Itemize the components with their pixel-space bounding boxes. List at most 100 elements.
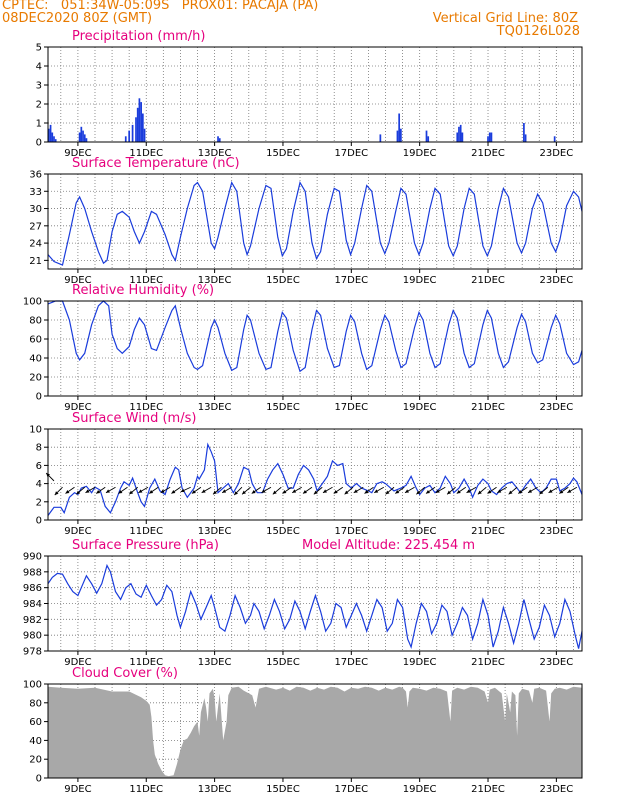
wind-arrow-head xyxy=(138,489,143,493)
x-tick-label: 19DEC xyxy=(403,402,437,413)
wind-arrow-head xyxy=(105,489,110,493)
y-tick-label: 990 xyxy=(23,552,42,563)
cloud-cover-area xyxy=(48,686,582,778)
chart-panel-2: 21 24 27 30 33 36 9DEC 11DEC 13DEC 15DEC 17DEC 19DE… xyxy=(29,156,583,286)
wind-arrow xyxy=(559,486,569,494)
precip-bar xyxy=(218,138,221,142)
wind-arrow-head xyxy=(559,490,564,494)
x-tick-label: 23DEC xyxy=(540,657,574,668)
wind-arrow-head xyxy=(129,490,134,495)
x-tick-label: 15DEC xyxy=(266,275,300,286)
precip-bar xyxy=(51,132,54,142)
y-tick-label: 24 xyxy=(29,239,42,250)
wind-arrow xyxy=(105,486,116,494)
wind-arrow xyxy=(539,486,549,495)
y-tick-label: 982 xyxy=(23,615,42,626)
chart-panel-4: 0 2 4 6 8 10 9DEC 11DEC 13DEC 15DEC 17DEC 19DEC 21DE… xyxy=(29,411,583,537)
x-tick-label: 21DEC xyxy=(471,657,505,668)
x-tick-label: 17DEC xyxy=(334,657,368,668)
y-tick-label: 4 xyxy=(36,479,42,490)
x-tick-label: 15DEC xyxy=(266,526,300,537)
y-tick-label: 30 xyxy=(29,204,42,215)
wind-arrow xyxy=(435,486,446,494)
wind-arrow xyxy=(201,486,212,494)
wind-arrow xyxy=(497,486,508,494)
y-tick-label: 60 xyxy=(29,335,42,346)
y-tick-label: 8 xyxy=(36,443,42,454)
plot-frame xyxy=(47,300,583,397)
wind-arrow xyxy=(54,486,63,496)
x-tick-label: 21DEC xyxy=(471,402,505,413)
precip-bar xyxy=(136,107,139,142)
precip-bar xyxy=(379,134,382,142)
wind-arrow xyxy=(333,486,344,494)
precip-bar xyxy=(141,113,144,142)
precip-bar xyxy=(400,128,402,142)
wind-arrow xyxy=(171,486,181,494)
wind-arrow-head xyxy=(447,490,452,495)
x-tick-label: 11DEC xyxy=(129,657,163,668)
x-tick-label: 23DEC xyxy=(540,275,574,286)
y-tick-label: 2 xyxy=(36,497,42,508)
precip-bar xyxy=(524,134,527,142)
wind-arrow-head xyxy=(466,489,471,493)
wind-arrow-head xyxy=(201,489,206,493)
y-tick-label: 40 xyxy=(29,354,42,365)
wind-arrow xyxy=(416,486,426,495)
wind-arrow-head xyxy=(385,490,390,495)
x-tick-label: 9DEC xyxy=(64,784,91,795)
x-tick-label: 17DEC xyxy=(334,275,368,286)
wind-arrow xyxy=(385,486,395,495)
y-tick-label: 6 xyxy=(36,461,42,472)
plot-frame xyxy=(47,428,583,521)
wind-arrow-head xyxy=(548,489,553,493)
header-model-code: TQ0126L028 xyxy=(496,24,580,39)
wind-arrow-head xyxy=(426,490,430,494)
x-tick-label: 11DEC xyxy=(129,402,163,413)
wind-arrow-head xyxy=(149,490,154,494)
series-line xyxy=(47,563,583,649)
y-tick-label: 988 xyxy=(23,567,42,578)
wind-arrow xyxy=(272,486,282,495)
y-tick-label: 5 xyxy=(36,43,42,54)
x-tick-label: 13DEC xyxy=(198,784,232,795)
wind-arrow-head xyxy=(333,490,338,494)
wind-arrow xyxy=(395,486,405,494)
wind-arrow-head xyxy=(234,491,238,496)
y-tick-label: 1 xyxy=(36,119,42,130)
panel-title: Relative Humidity (%) xyxy=(72,283,214,298)
wind-arrow xyxy=(191,486,202,494)
precip-bar xyxy=(124,136,127,142)
y-tick-label: 80 xyxy=(29,316,42,327)
wind-arrow xyxy=(292,486,302,494)
wind-arrow xyxy=(160,486,171,494)
wind-arrow-head xyxy=(85,489,90,493)
x-tick-label: 17DEC xyxy=(334,526,368,537)
x-tick-label: 21DEC xyxy=(471,784,505,795)
wind-arrow-head xyxy=(539,490,544,495)
precip-bar xyxy=(456,132,459,142)
x-tick-label: 11DEC xyxy=(129,148,163,159)
x-tick-label: 23DEC xyxy=(540,526,574,537)
x-tick-label: 13DEC xyxy=(198,275,232,286)
x-tick-label: 23DEC xyxy=(540,402,574,413)
series-line xyxy=(47,181,583,266)
x-tick-label: 13DEC xyxy=(198,402,232,413)
x-tick-label: 15DEC xyxy=(266,657,300,668)
precip-bar xyxy=(135,117,137,142)
precip-bar xyxy=(138,98,141,142)
wind-arrow-head xyxy=(282,490,287,494)
x-tick-label: 21DEC xyxy=(471,526,505,537)
y-tick-label: 0 xyxy=(36,516,42,527)
y-tick-label: 60 xyxy=(29,717,42,728)
precip-bar xyxy=(396,130,399,142)
wind-arrow-head xyxy=(364,490,369,494)
x-tick-label: 21DEC xyxy=(471,275,505,286)
wind-arrow xyxy=(527,486,538,494)
wind-arrow-head xyxy=(435,489,440,493)
wind-arrow-head xyxy=(213,490,217,495)
x-tick-label: 11DEC xyxy=(129,784,163,795)
x-tick-label: 19DEC xyxy=(403,148,437,159)
plot-frame xyxy=(47,683,583,779)
plot-frame xyxy=(47,173,583,270)
